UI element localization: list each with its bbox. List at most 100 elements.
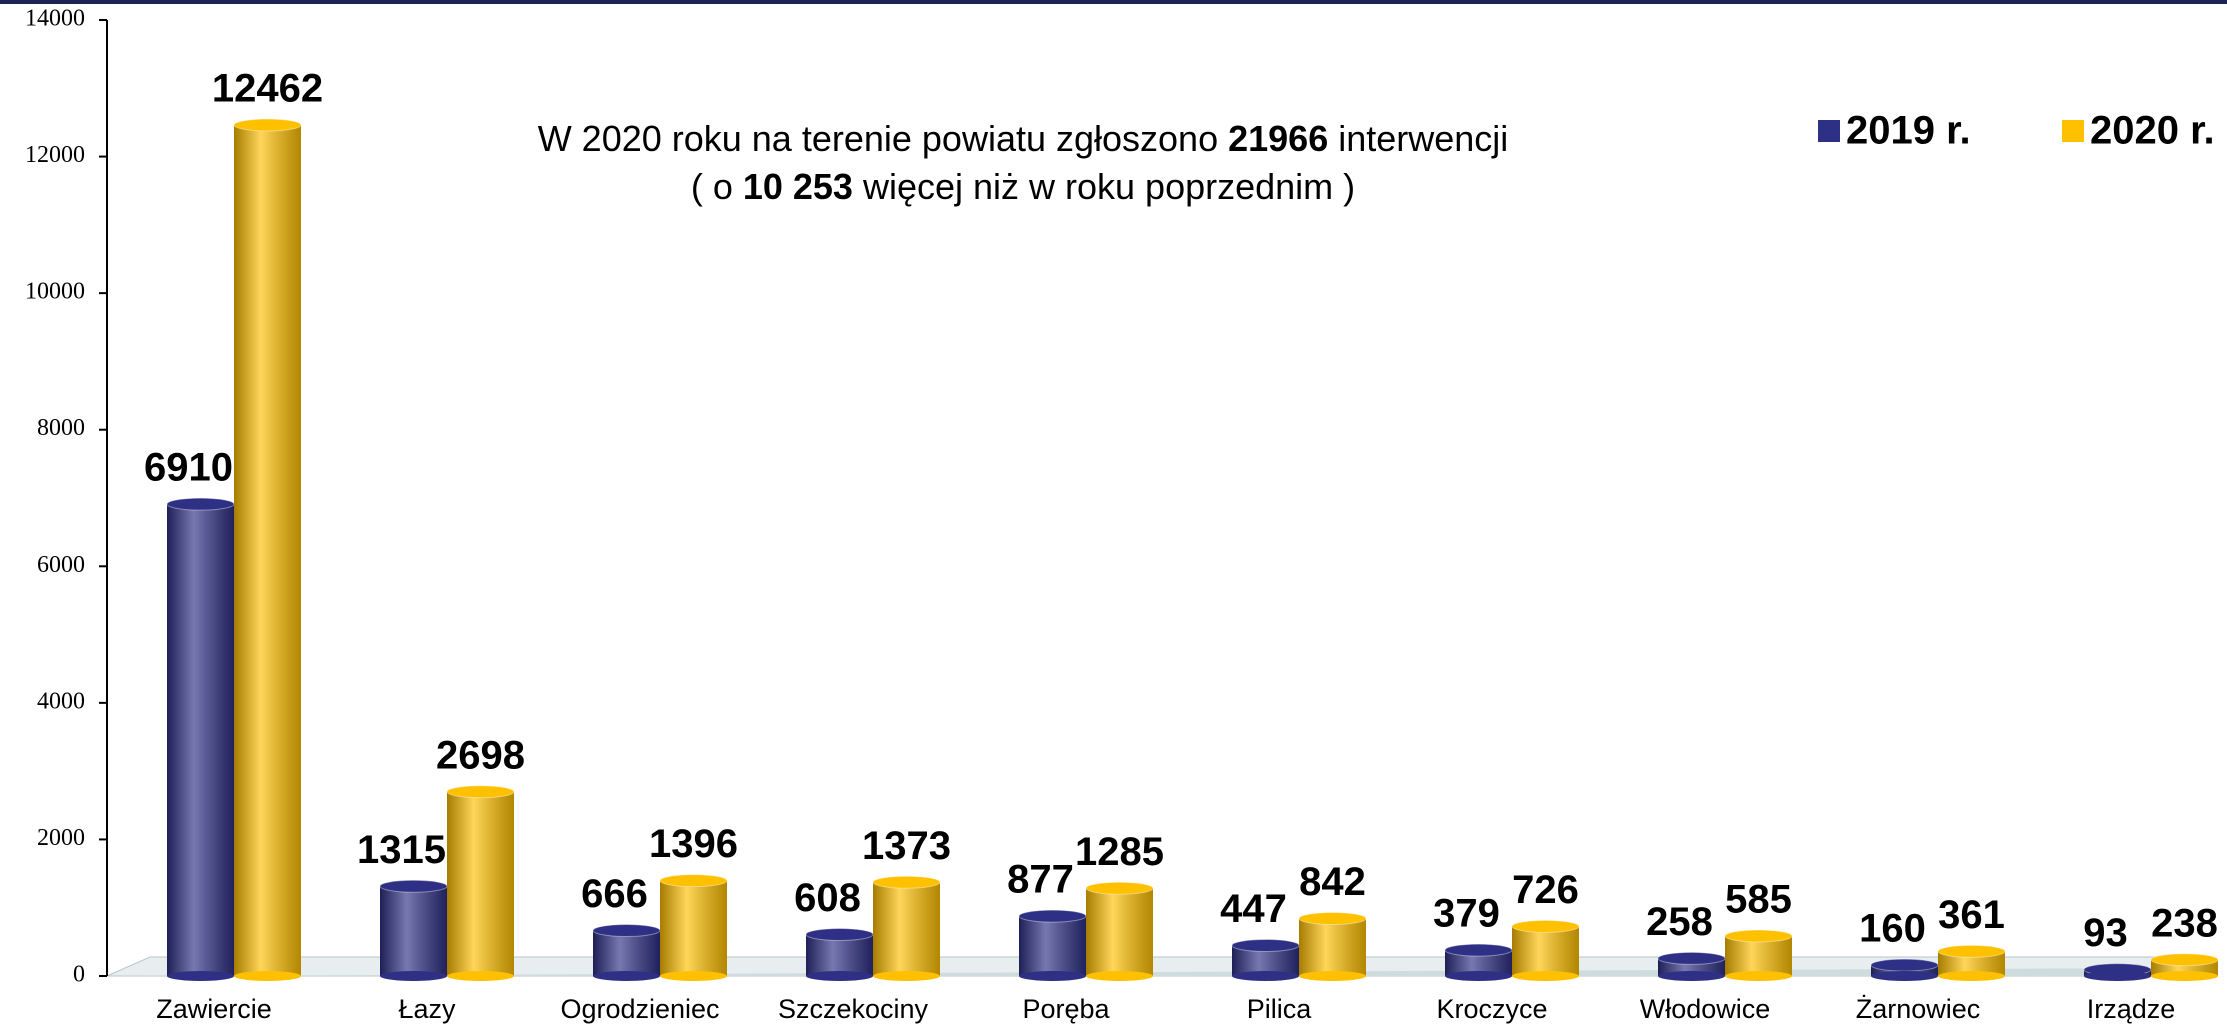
annotation: ( o 10 253 więcej niż w roku poprzednim …	[691, 166, 1355, 207]
bar-shade	[234, 125, 301, 976]
bar-base	[1232, 971, 1299, 981]
bar-top	[1085, 881, 1154, 895]
bar-base	[806, 971, 873, 981]
x-tick-label: Kroczyce	[1436, 994, 1547, 1024]
legend-label: 2019 r.	[1846, 109, 1971, 153]
data-label: 160	[1859, 907, 1926, 951]
bar-shade	[1086, 888, 1153, 976]
x-tick-label: Żarnowiec	[1856, 993, 1981, 1024]
data-label: 1396	[649, 822, 738, 866]
bar-base	[873, 971, 940, 981]
x-tick-label: Zawiercie	[156, 994, 272, 1024]
bar-base	[1299, 971, 1366, 981]
y-tick-label: 0	[73, 962, 85, 988]
annotation-part: 21966	[1228, 118, 1328, 159]
bar-shade	[1299, 918, 1366, 976]
bar-top	[1018, 909, 1087, 923]
bar-base	[1512, 971, 1579, 981]
bar-top	[1724, 929, 1793, 943]
bar-top	[1937, 944, 2006, 958]
top-strip	[0, 0, 2227, 4]
legend-swatch	[1818, 120, 1840, 142]
bar-top	[2150, 953, 2219, 967]
bar-base	[593, 971, 660, 981]
y-tick-label: 8000	[37, 415, 85, 441]
bar-base	[1725, 971, 1792, 981]
y-tick-label: 10000	[25, 279, 85, 305]
y-tick-label: 14000	[25, 6, 85, 32]
data-label: 1373	[862, 824, 951, 868]
bar-base	[660, 971, 727, 981]
legend-swatch	[2062, 120, 2084, 142]
bar-top	[166, 497, 235, 511]
bar-top	[1444, 943, 1513, 957]
data-label: 1315	[357, 828, 446, 872]
bar-top	[1657, 951, 1726, 965]
data-label: 12462	[212, 67, 323, 111]
x-tick-label: Poręba	[1022, 994, 1110, 1024]
annotation-part: 10 253	[743, 166, 853, 207]
bar-shade	[1019, 916, 1086, 976]
bar-shade	[1725, 936, 1792, 976]
bar-shade	[873, 882, 940, 976]
annotation: W 2020 roku na terenie powiatu zgłoszono…	[538, 118, 1509, 159]
bar-shade	[1512, 926, 1579, 976]
bar-top	[1511, 919, 1580, 933]
data-label: 361	[1938, 893, 2005, 937]
annotation-part: ( o	[691, 166, 743, 207]
data-label: 877	[1007, 858, 1074, 902]
bar-base	[1938, 971, 2005, 981]
data-label: 1285	[1075, 830, 1164, 874]
bar-top	[1870, 958, 1939, 972]
bar-shade	[660, 880, 727, 976]
bar-base	[380, 971, 447, 981]
data-label: 2698	[436, 733, 525, 777]
bar-top	[872, 875, 941, 889]
legend-label: 2020 r.	[2090, 109, 2215, 153]
bar-base	[1871, 971, 1938, 981]
bar-shade	[806, 934, 873, 976]
x-tick-label: Ogrodzieniec	[560, 994, 719, 1024]
data-label: 666	[581, 872, 648, 916]
bar-base	[2084, 971, 2151, 981]
x-tick-label: Pilica	[1247, 994, 1313, 1024]
data-label: 842	[1299, 860, 1366, 904]
bar-top	[805, 927, 874, 941]
bar-base	[1086, 971, 1153, 981]
y-tick-label: 4000	[37, 688, 85, 714]
data-label: 93	[2083, 911, 2128, 955]
bar-top	[592, 924, 661, 938]
annotation-part: W 2020 roku na terenie powiatu zgłoszono	[538, 118, 1228, 159]
data-label: 585	[1725, 878, 1792, 922]
x-tick-label: Łazy	[398, 994, 456, 1024]
bar-base	[2151, 971, 2218, 981]
annotation-part: więcej niż w roku poprzednim )	[853, 166, 1355, 207]
bar-base	[167, 971, 234, 981]
y-tick-label: 6000	[37, 552, 85, 578]
bar-shade	[167, 504, 234, 976]
data-label: 726	[1512, 868, 1579, 912]
data-label: 379	[1433, 892, 1500, 936]
y-tick-label: 12000	[25, 142, 85, 168]
x-tick-label: Włodowice	[1640, 994, 1771, 1024]
bar-base	[1019, 971, 1086, 981]
data-label: 608	[794, 876, 861, 920]
data-label: 238	[2151, 901, 2218, 945]
bar-shade	[593, 930, 660, 976]
x-tick-label: Szczekociny	[778, 994, 929, 1024]
bar-top	[379, 879, 448, 893]
bar-top	[1231, 938, 1300, 952]
data-label: 447	[1220, 887, 1287, 931]
bar-top	[446, 785, 515, 799]
bar-top	[233, 118, 302, 132]
y-tick-label: 2000	[37, 825, 85, 851]
data-label: 6910	[144, 446, 233, 490]
bar-shade	[380, 886, 447, 976]
bar-base	[234, 971, 301, 981]
bar-base	[1658, 971, 1725, 981]
x-tick-label: Irządze	[2087, 994, 2176, 1024]
bar-shade	[447, 791, 514, 976]
data-label: 258	[1646, 900, 1713, 944]
bar-top	[659, 874, 728, 888]
